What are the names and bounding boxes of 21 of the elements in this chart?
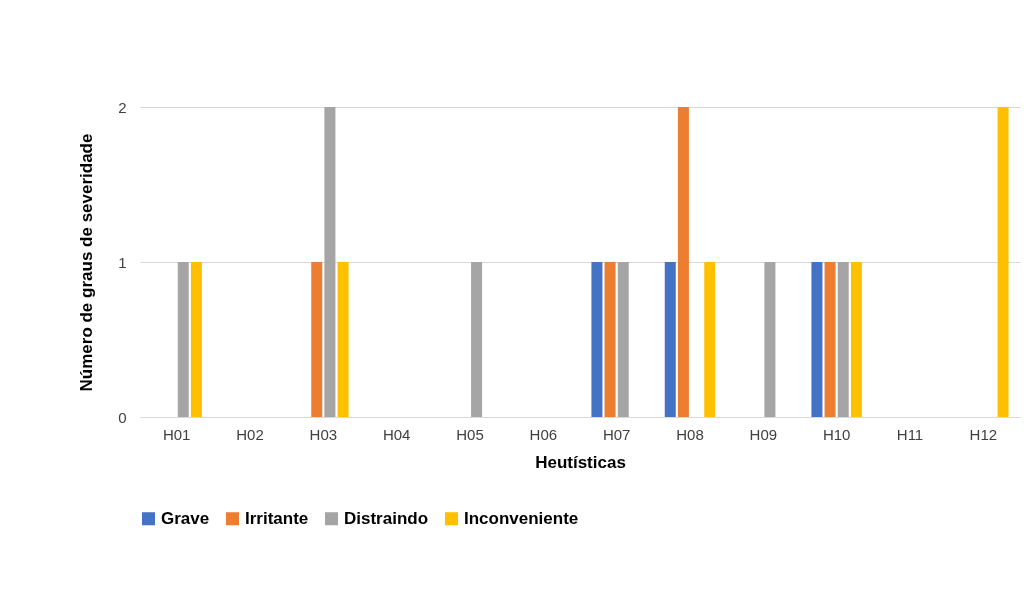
x-axis-title: Heutísticas (535, 452, 626, 472)
x-tick-label: H05 (456, 425, 484, 443)
x-tick-label: H12 (969, 425, 998, 443)
legend-label: Inconveniente (464, 508, 579, 528)
x-tick-label: H06 (529, 425, 558, 443)
y-tick-label: 2 (118, 98, 127, 116)
y-tick-label: 0 (118, 408, 127, 426)
legend-label: Irritante (245, 508, 309, 528)
legend-label: Grave (161, 508, 210, 528)
x-tick-label: H10 (822, 425, 851, 443)
x-tick-label: H07 (602, 425, 631, 443)
x-tick-label: H09 (749, 425, 778, 443)
x-tick-label: H02 (236, 425, 264, 443)
x-tick-label: H01 (162, 425, 191, 443)
legend-label: Distraindo (344, 508, 429, 528)
x-tick-label: H11 (896, 425, 924, 443)
x-tick-label: H03 (309, 425, 338, 443)
y-tick-label: 1 (118, 253, 127, 271)
x-tick-label: H04 (382, 425, 411, 443)
y-axis-title: Número de graus de severidade (77, 133, 97, 392)
x-tick-label: H08 (676, 425, 704, 443)
